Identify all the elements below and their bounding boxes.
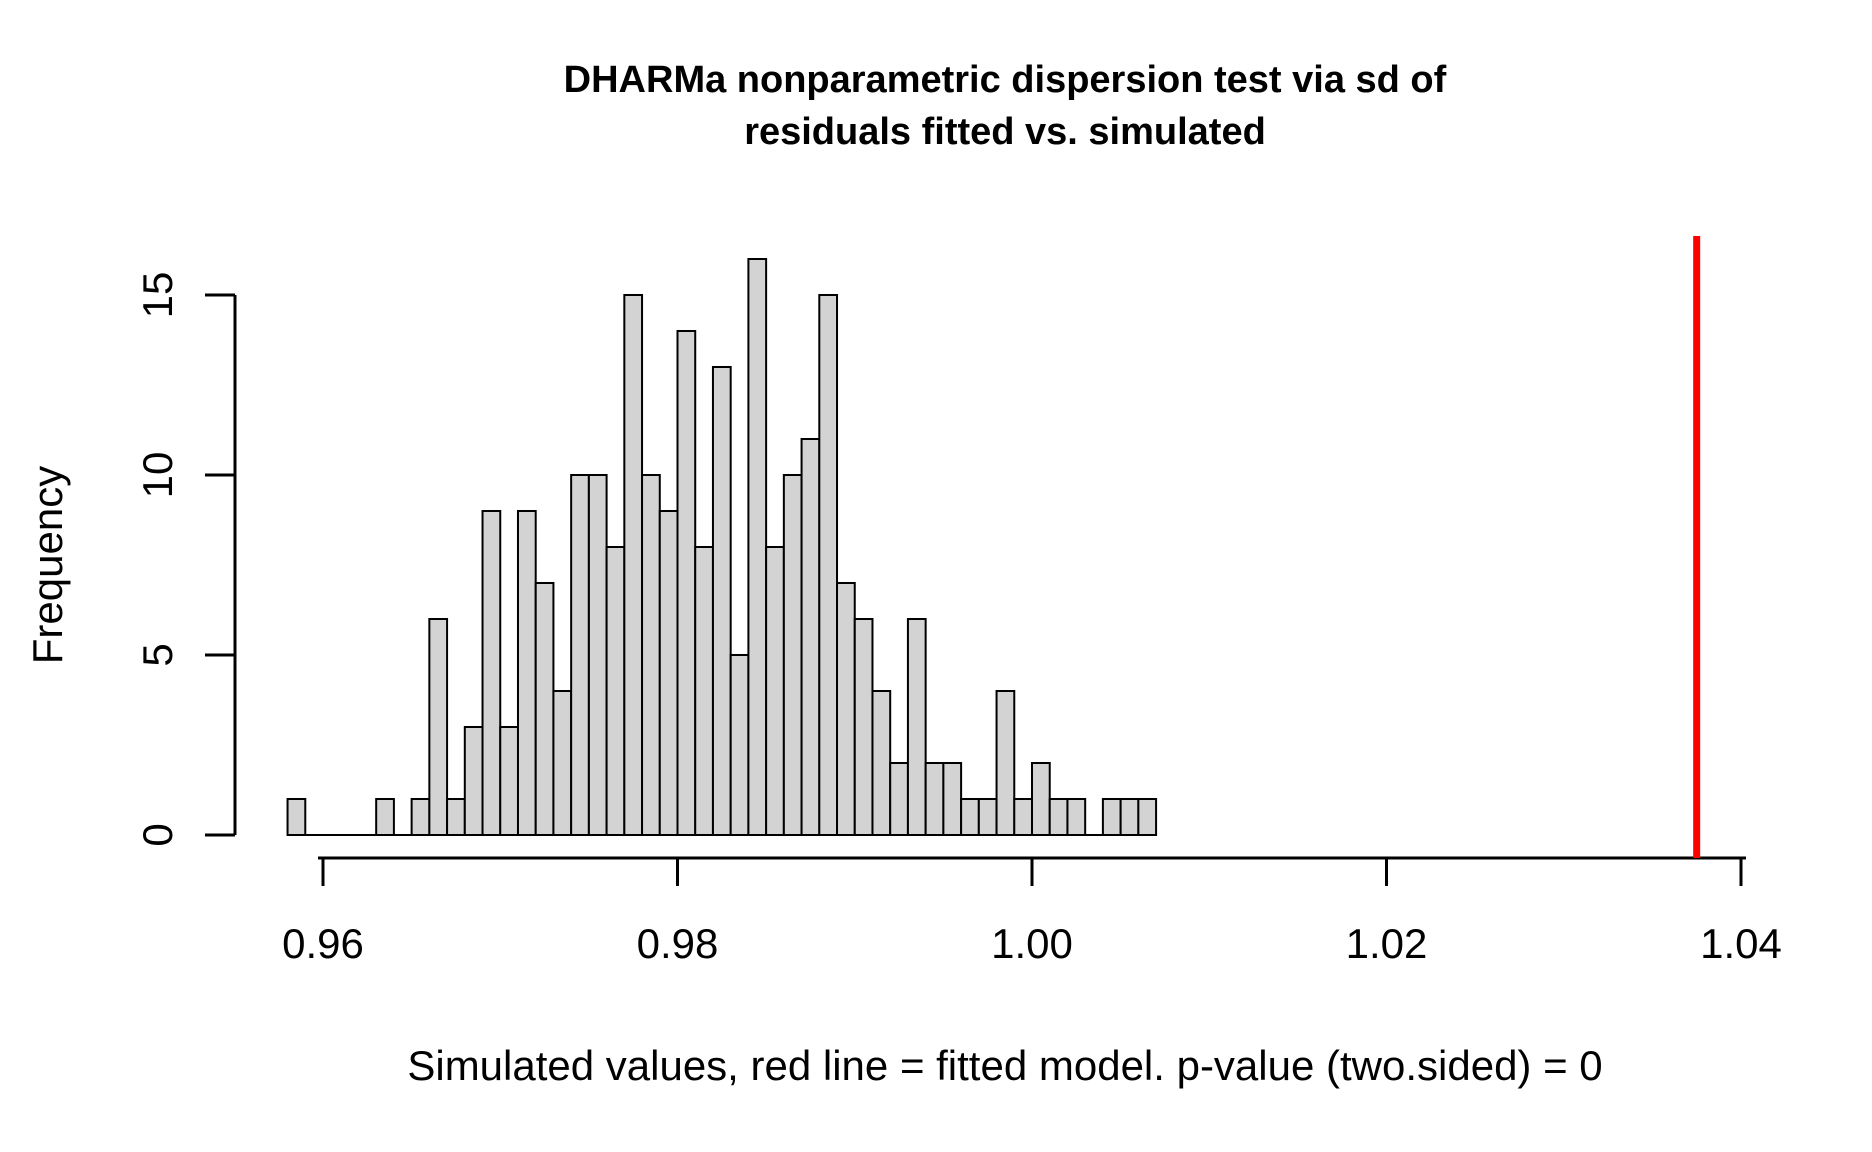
histogram-bar	[818, 294, 839, 836]
histogram-bar	[428, 618, 449, 836]
histogram-bar	[1119, 798, 1140, 836]
histogram-bar	[286, 798, 307, 836]
histogram-bar	[676, 330, 697, 836]
histogram-bar	[623, 294, 644, 836]
histogram-bar	[516, 510, 537, 836]
title-line-2: residuals fitted vs. simulated	[744, 111, 1266, 153]
histogram-bar	[1031, 762, 1051, 836]
x-tick-label: 0.96	[282, 920, 364, 967]
x-axis-label: Simulated values, red line = fitted mode…	[407, 1042, 1602, 1089]
histogram-bar	[481, 510, 502, 836]
histogram-bar	[587, 474, 608, 836]
x-tick-label: 1.04	[1700, 920, 1782, 967]
histogram-bar	[924, 762, 945, 836]
histogram-bar	[446, 798, 466, 836]
histogram-bar	[605, 546, 626, 836]
histogram-bar	[694, 546, 714, 836]
histogram-bar	[641, 474, 661, 836]
histogram-bar	[499, 726, 519, 836]
histogram-bar	[1013, 798, 1034, 836]
histogram-bar	[410, 798, 431, 836]
histogram-bar	[782, 474, 803, 836]
histogram-bar	[871, 690, 892, 836]
histogram-bar	[658, 510, 679, 836]
histogram-bar	[836, 582, 856, 836]
y-tick-label: 15	[134, 272, 181, 319]
histogram-bar	[711, 366, 732, 836]
histogram-bar	[463, 726, 484, 836]
axes: 0 5 10 15 0.96 0.98 1.00 1.02 1.04	[134, 272, 1782, 967]
histogram-bar	[960, 798, 980, 836]
x-tick-label: 1.02	[1346, 920, 1428, 967]
histogram-bar	[765, 546, 785, 836]
x-tick-label: 1.00	[991, 920, 1073, 967]
histogram-bar	[853, 618, 874, 836]
histogram-bars	[286, 258, 1158, 836]
histogram-bar	[942, 762, 963, 836]
histogram-bar	[375, 798, 395, 836]
histogram-bar	[1048, 798, 1069, 836]
y-tick-label: 10	[134, 452, 181, 499]
histogram-bar	[552, 690, 573, 836]
title-line-1: DHARMa nonparametric dispersion test via…	[564, 59, 1447, 101]
x-tick-label: 0.98	[637, 920, 719, 967]
chart-title: DHARMa nonparametric dispersion test via…	[564, 59, 1447, 153]
histogram-bar	[570, 474, 590, 836]
histogram-bar	[1101, 798, 1122, 836]
histogram-bar	[729, 654, 750, 836]
y-tick-label: 0	[134, 823, 181, 846]
y-axis-label: Frequency	[24, 466, 71, 664]
histogram-bar	[1066, 798, 1087, 836]
y-tick-label: 5	[134, 643, 181, 666]
histogram-bar	[906, 618, 927, 836]
histogram-bar	[995, 690, 1016, 836]
histogram-bar	[1137, 798, 1158, 836]
histogram-bar	[747, 258, 768, 836]
histogram-bar	[977, 798, 998, 836]
histogram-bar	[889, 762, 909, 836]
histogram-bar	[800, 438, 821, 836]
histogram-bar	[534, 582, 555, 836]
